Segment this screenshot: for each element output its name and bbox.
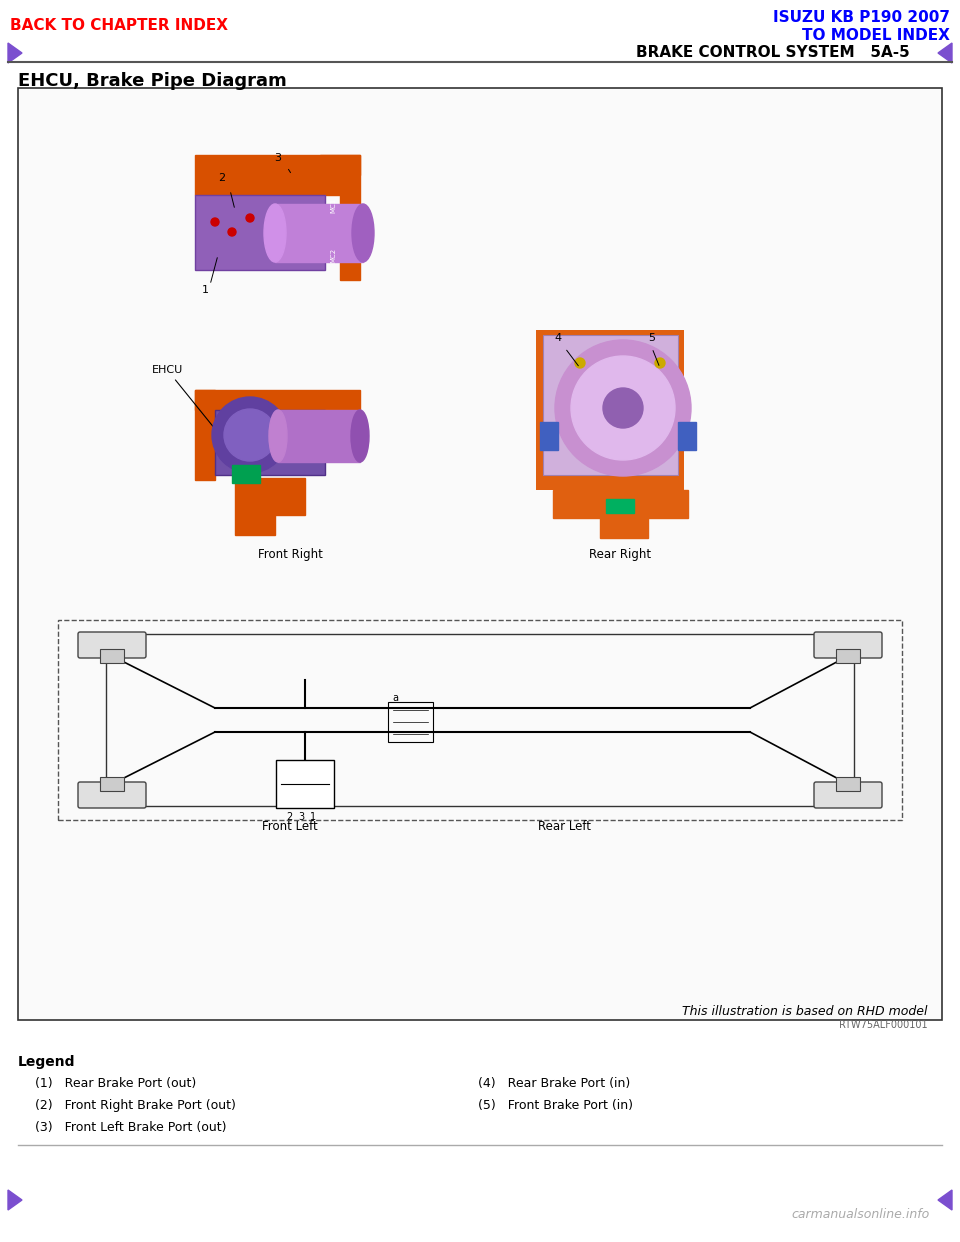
Bar — [232, 465, 260, 483]
Text: BRAKE CONTROL SYSTEM   5A-5: BRAKE CONTROL SYSTEM 5A-5 — [636, 45, 910, 60]
Polygon shape — [195, 390, 360, 410]
Bar — [278, 410, 360, 462]
Text: 1: 1 — [310, 812, 316, 822]
Ellipse shape — [352, 204, 374, 262]
Text: a: a — [392, 693, 398, 703]
Text: (5)   Front Brake Port (in): (5) Front Brake Port (in) — [478, 1099, 633, 1112]
FancyBboxPatch shape — [78, 632, 146, 658]
Polygon shape — [938, 43, 952, 63]
Circle shape — [571, 356, 675, 460]
Circle shape — [224, 409, 276, 461]
Polygon shape — [195, 390, 215, 479]
Text: This illustration is based on RHD model: This illustration is based on RHD model — [683, 1005, 928, 1018]
Bar — [275, 204, 363, 262]
Bar — [836, 650, 860, 663]
Text: Front Right: Front Right — [257, 548, 323, 561]
Polygon shape — [8, 43, 22, 63]
Circle shape — [211, 219, 219, 226]
Text: 5: 5 — [649, 333, 656, 343]
Text: BACK TO CHAPTER INDEX: BACK TO CHAPTER INDEX — [10, 17, 228, 34]
Ellipse shape — [269, 410, 287, 462]
Text: 3: 3 — [275, 153, 281, 163]
Text: Front Left: Front Left — [262, 820, 318, 833]
Text: RTW75ALF000101: RTW75ALF000101 — [839, 1020, 928, 1030]
Bar — [388, 702, 433, 741]
Polygon shape — [320, 155, 360, 279]
Bar — [836, 777, 860, 791]
Text: Rear Left: Rear Left — [539, 820, 591, 833]
Bar — [195, 195, 325, 270]
Polygon shape — [8, 1190, 22, 1210]
Circle shape — [228, 229, 236, 236]
Bar — [100, 650, 124, 663]
Bar — [100, 777, 124, 791]
Circle shape — [575, 358, 585, 368]
Circle shape — [603, 388, 643, 428]
Ellipse shape — [264, 204, 286, 262]
Text: (4)   Rear Brake Port (in): (4) Rear Brake Port (in) — [478, 1077, 631, 1090]
Polygon shape — [195, 155, 360, 195]
Text: MC1: MC1 — [330, 197, 336, 212]
FancyBboxPatch shape — [814, 632, 882, 658]
Text: ISUZU KB P190 2007: ISUZU KB P190 2007 — [773, 10, 950, 25]
Bar — [543, 335, 678, 474]
Circle shape — [555, 340, 691, 476]
Polygon shape — [938, 1190, 952, 1210]
Polygon shape — [235, 478, 305, 535]
Text: 3: 3 — [298, 812, 304, 822]
Text: Legend: Legend — [18, 1054, 76, 1069]
Text: 2: 2 — [286, 812, 292, 822]
Text: 1: 1 — [202, 284, 208, 296]
FancyBboxPatch shape — [814, 782, 882, 809]
Bar — [678, 422, 696, 450]
Text: 4: 4 — [555, 333, 562, 343]
Text: carmanualsonline.info: carmanualsonline.info — [792, 1208, 930, 1221]
Bar — [106, 633, 854, 806]
Text: Rear Right: Rear Right — [588, 548, 651, 561]
Text: TO MODEL INDEX: TO MODEL INDEX — [803, 29, 950, 43]
Polygon shape — [553, 491, 688, 538]
Bar — [540, 422, 558, 450]
FancyBboxPatch shape — [78, 782, 146, 809]
Text: (2)   Front Right Brake Port (out): (2) Front Right Brake Port (out) — [35, 1099, 236, 1112]
Text: 2: 2 — [219, 173, 226, 183]
Bar — [18, 88, 942, 1020]
Text: EHCU: EHCU — [152, 365, 226, 442]
Bar — [215, 410, 325, 474]
Bar — [58, 620, 902, 820]
Ellipse shape — [351, 410, 369, 462]
Text: MC2: MC2 — [330, 247, 336, 262]
Bar — [536, 330, 684, 491]
Circle shape — [246, 214, 254, 222]
Text: (3)   Front Left Brake Port (out): (3) Front Left Brake Port (out) — [35, 1122, 227, 1134]
Text: (1)   Rear Brake Port (out): (1) Rear Brake Port (out) — [35, 1077, 196, 1090]
Circle shape — [655, 358, 665, 368]
Text: EHCU, Brake Pipe Diagram: EHCU, Brake Pipe Diagram — [18, 72, 287, 89]
Circle shape — [212, 397, 288, 473]
Bar — [276, 760, 334, 809]
Bar — [606, 499, 634, 513]
